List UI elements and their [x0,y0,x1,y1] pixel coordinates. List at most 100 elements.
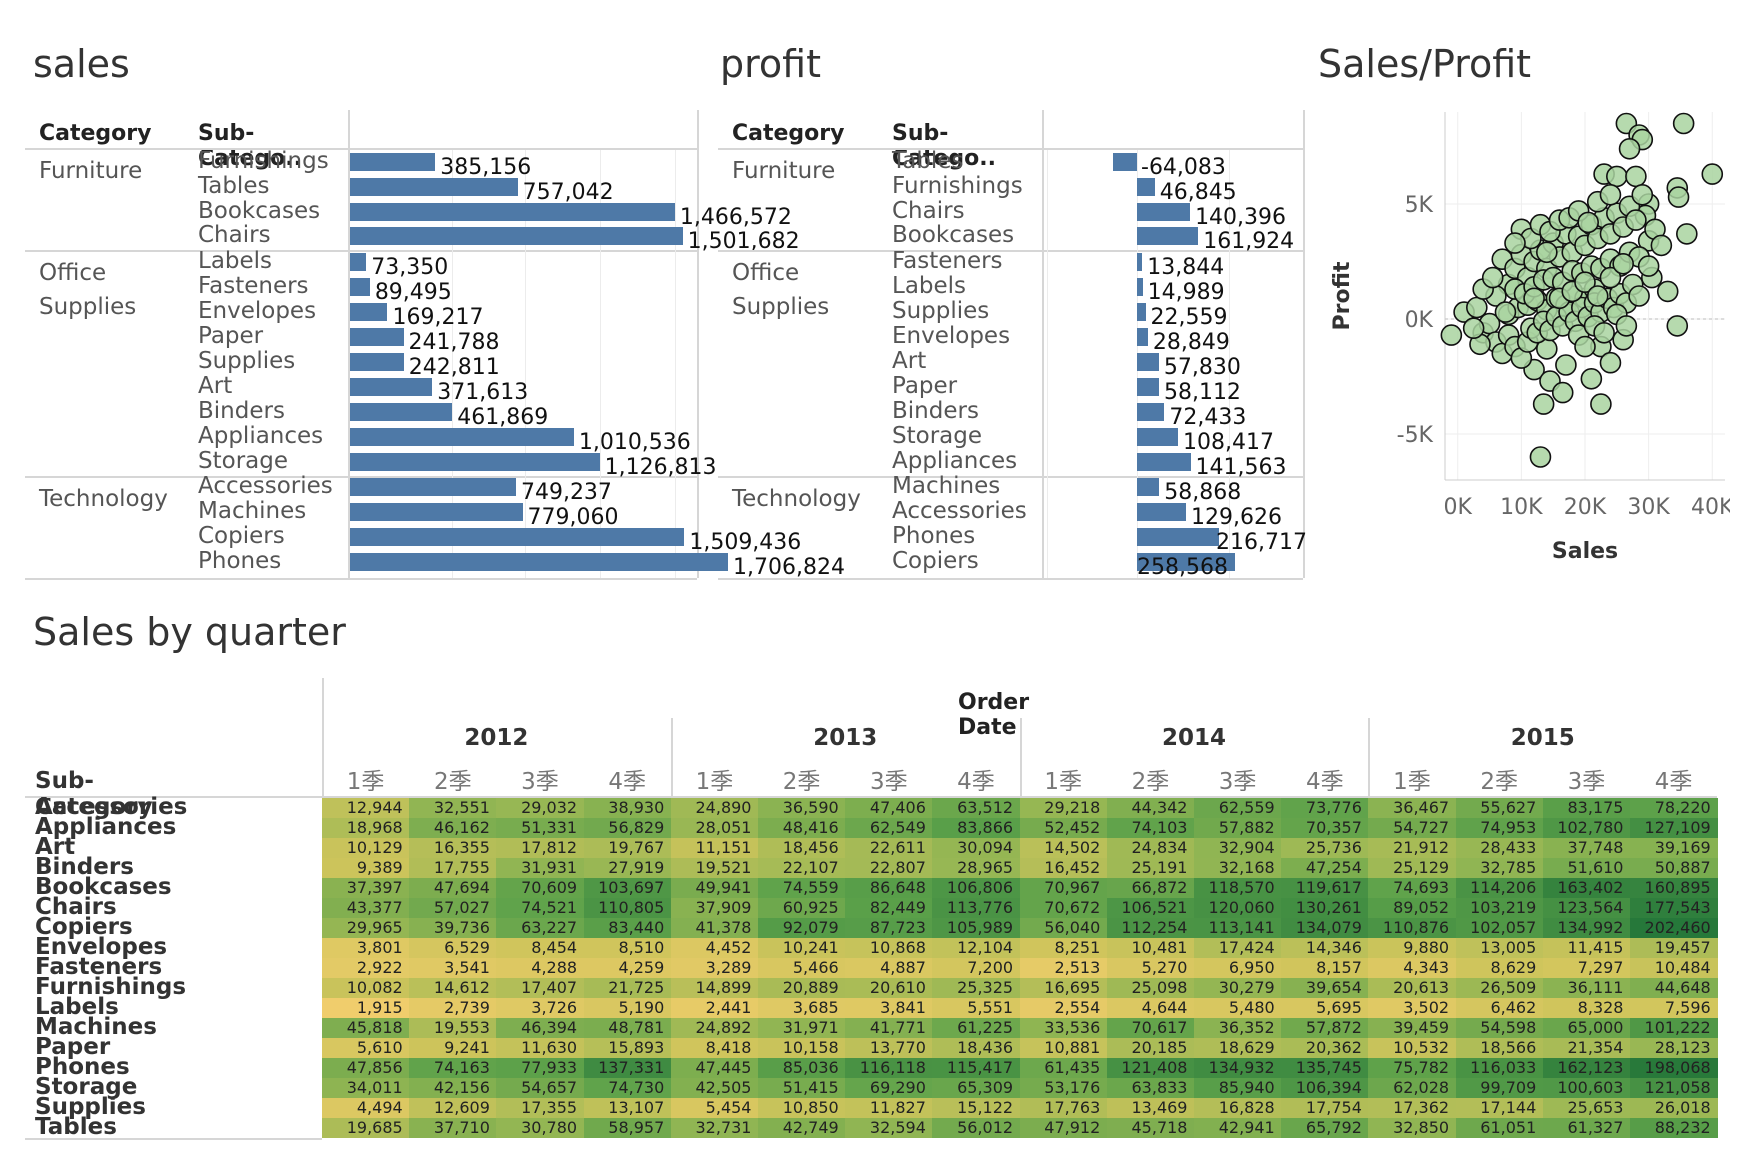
subcategory-label: Bookcases [198,198,321,224]
subcategory-label: Storage [198,448,288,474]
scatter-point [1536,241,1558,264]
heatmap-cell: 4,259 [583,958,672,978]
heatmap-cell: 8,629 [1455,958,1544,978]
heatmap-cell: 37,397 [322,878,410,898]
subcategory-label: Paper [198,323,264,349]
heatmap-cell: 113,141 [1194,918,1282,938]
gridline [1229,150,1230,578]
heatmap-cell: 36,111 [1542,978,1631,998]
subcategory-label: Fasteners [892,248,1003,274]
heatmap-cell: 83,866 [932,818,1021,838]
bar-value-label: 22,559 [1150,305,1228,330]
year-label: 2012 [464,725,529,751]
heatmap-cell: 6,950 [1194,958,1282,978]
heatmap-cell: 10,881 [1019,1038,1108,1058]
y-axis-title: Profit [1330,261,1355,330]
heatmap-cell: 3,801 [322,938,410,958]
bar [1137,528,1219,546]
heatmap-cell: 4,887 [845,958,933,978]
heatmap-cell: 19,767 [583,838,672,858]
heatmap-cell: 12,609 [409,1098,497,1118]
heatmap-cell: 70,967 [1019,878,1108,898]
heatmap-cell: 65,792 [1281,1118,1369,1138]
x-tick-label: 20K [1564,495,1607,520]
heatmap-cell: 47,254 [1281,858,1369,878]
x-axis-title: Sales [1552,539,1618,564]
heatmap-cell: 41,378 [670,918,759,938]
bar [350,353,404,371]
heatmap-cell: 28,965 [932,858,1021,878]
heatmap-cell: 75,782 [1368,1058,1457,1078]
heatmap-cell: 106,806 [932,878,1021,898]
heatmap-cell: 83,175 [1542,798,1631,818]
heatmap-cell: 5,551 [932,998,1021,1018]
heatmap-cell: 177,543 [1630,898,1718,918]
bar-value-label: 13,844 [1147,255,1225,280]
heatmap-cell: 10,484 [1630,958,1718,978]
bar [350,278,370,296]
heatmap-cell: 65,309 [932,1078,1021,1098]
scatter-point [1577,211,1599,234]
order-date-header: Order Date [958,690,1030,740]
scatter-point [1529,446,1552,468]
bar-value-label: 1,509,436 [689,530,802,555]
heatmap-cell: 16,355 [409,838,497,858]
quarter-label: 2季 [1480,769,1518,795]
bar [350,478,516,496]
heatmap-cell: 88,232 [1630,1118,1718,1138]
row-divider [25,476,697,478]
heatmap-row-label: Appliances [35,814,177,840]
heatmap-cell: 17,355 [496,1098,585,1118]
heatmap-cell: 17,755 [409,858,497,878]
bar [1112,153,1137,171]
heatmap-cell: 36,467 [1368,798,1457,818]
scatter-point [1612,253,1634,275]
bar [350,227,683,245]
heatmap-cell: 32,904 [1194,838,1282,858]
bar [350,553,729,571]
heatmap-cell: 18,629 [1194,1038,1282,1058]
heatmap-cell: 6,529 [409,938,497,958]
heatmap-cell: 5,480 [1194,998,1282,1018]
heatmap-cell: 13,107 [583,1098,672,1118]
heatmap-cell: 28,433 [1455,838,1544,858]
bar-value-label: 161,924 [1203,229,1295,254]
heatmap-cell: 134,079 [1281,918,1369,938]
heatmap-cell: 21,354 [1542,1038,1631,1058]
heatmap-row-label: Paper [35,1034,111,1060]
heatmap-cell: 37,710 [409,1118,497,1138]
scatter-point [1676,223,1698,245]
heatmap-cell: 74,953 [1455,818,1544,838]
heatmap-cell: 7,596 [1630,998,1718,1018]
heatmap-cell: 163,402 [1542,878,1631,898]
heatmap-cell: 57,027 [409,898,497,918]
scatter-point [1481,266,1504,289]
heatmap-cell: 20,185 [1106,1038,1195,1058]
subcategory-label: Phones [198,548,282,574]
quarter-label: 3季 [1567,769,1606,795]
x-tick-label: 40K [1691,495,1730,520]
heatmap-cell: 115,417 [932,1058,1021,1078]
subcategory-label: Bookcases [892,222,1015,248]
heatmap-cell: 63,833 [1106,1078,1195,1098]
quarter-label: 4季 [1305,769,1344,795]
heatmap-cell: 63,227 [496,918,585,938]
heatmap-cell: 32,168 [1194,858,1282,878]
scatter-point [1590,393,1612,415]
heatmap-cell: 110,876 [1368,918,1457,938]
subcategory-label: Chairs [892,198,965,224]
heatmap-cell: 3,502 [1368,998,1457,1018]
bar [350,503,523,521]
heatmap-cell: 14,346 [1281,938,1369,958]
heatmap-cell: 21,912 [1368,838,1457,858]
heatmap-row-label: Tables [35,1114,117,1140]
heatmap-cell: 116,033 [1455,1058,1544,1078]
heatmap-cell: 37,748 [1542,838,1631,858]
heatmap-cell: 17,362 [1368,1098,1457,1118]
heatmap-cell: 24,892 [670,1018,759,1038]
heatmap-cell: 8,510 [583,938,672,958]
quarter-label: 1季 [1044,769,1082,795]
heatmap-cell: 62,559 [1194,798,1282,818]
bar [350,403,453,421]
bar-value-label: 89,495 [374,280,452,305]
